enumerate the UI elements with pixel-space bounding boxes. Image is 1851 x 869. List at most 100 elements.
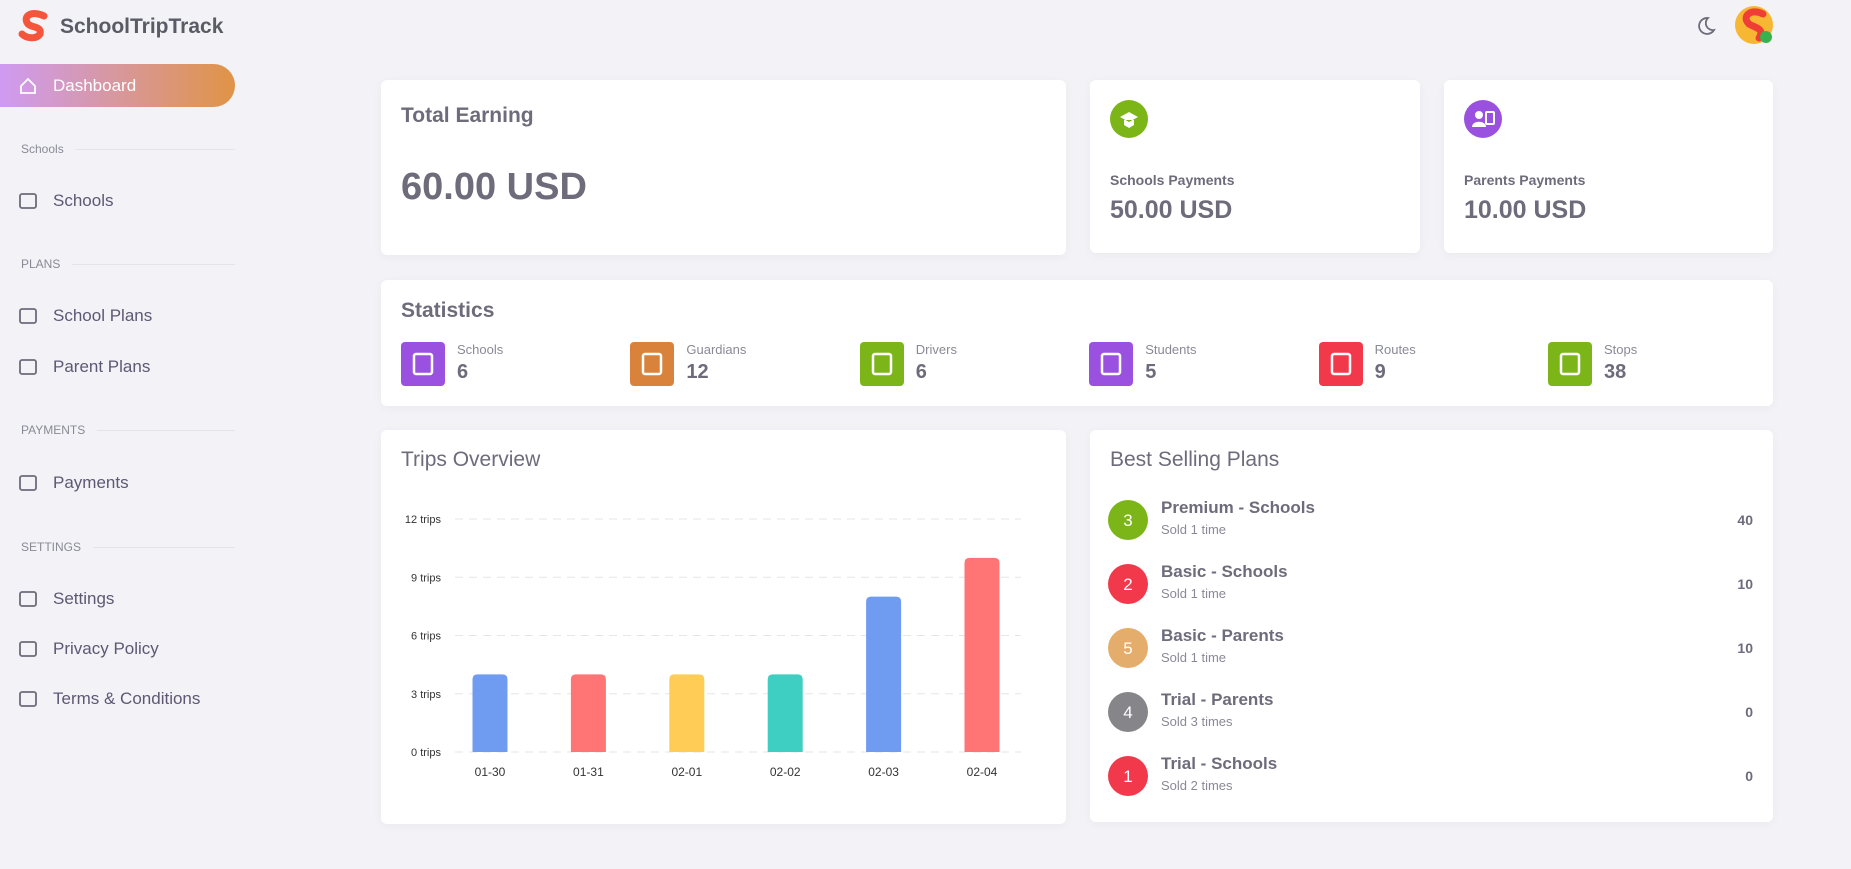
stat-icon	[859, 342, 904, 386]
icon-shape	[871, 352, 893, 376]
nav-item[interactable]: Settings	[53, 589, 115, 608]
plan-value: 10	[1737, 576, 1753, 592]
card-title: Best Selling Plans	[1110, 448, 1280, 471]
stat-label: Guardians	[686, 342, 747, 357]
bar	[767, 674, 803, 752]
icon-shape	[19, 591, 37, 607]
stat-value: 6	[457, 361, 469, 383]
icon-shape	[19, 193, 37, 209]
nav-section-divider	[93, 547, 235, 548]
stat-value: 9	[1374, 361, 1386, 383]
icon-bg	[1318, 342, 1363, 386]
rank-number: 3	[1123, 511, 1132, 530]
stat-label: Schools	[457, 342, 504, 357]
nav-item[interactable]: Parent Plans	[53, 357, 151, 376]
nav-icon	[19, 475, 37, 491]
plan-name: Trial - Parents	[1161, 690, 1274, 709]
nav-section-label: PAYMENTS	[21, 423, 86, 437]
nav-item[interactable]: Payments	[53, 473, 129, 492]
rank-circle	[1108, 628, 1148, 668]
icon-shape	[412, 352, 434, 376]
plan-sold: Sold 2 times	[1161, 778, 1233, 793]
trips-overview-card: Trips Overview 0 trips 3 trips 6 trips 9 tr…	[381, 430, 1066, 824]
plan-name: Premium - Schools	[1161, 498, 1315, 517]
plan-name: Trial - Schools	[1161, 754, 1278, 773]
stat-icon	[1089, 342, 1134, 386]
x-tick-label: 01-31	[573, 765, 604, 779]
icon	[1464, 100, 1502, 138]
amount: 50.00 USD	[1110, 196, 1233, 224]
card-title: Trips Overview	[401, 448, 541, 471]
nav-item[interactable]: Schools	[53, 191, 114, 210]
nav-icon	[19, 591, 37, 607]
rank-badge: 2	[1108, 564, 1148, 604]
avatar[interactable]	[1733, 4, 1775, 46]
bar	[669, 674, 705, 752]
total-amount: 60.00 USD	[401, 166, 587, 208]
card-title: Total Earning	[401, 104, 534, 127]
x-tick-label: 02-01	[671, 765, 702, 779]
plan-name: Basic - Parents	[1161, 626, 1284, 645]
best-selling-card: Best Selling Plans 3 Premium - Schools Sol…	[1090, 430, 1773, 822]
bar	[964, 557, 1000, 752]
stat-icon	[1548, 342, 1592, 386]
rank-badge: 5	[1108, 628, 1148, 668]
rank-number: 1	[1123, 767, 1132, 786]
rank-number: 4	[1123, 703, 1132, 722]
rank-circle	[1108, 692, 1148, 732]
y-tick-label: 0 trips	[411, 747, 441, 759]
y-tick-label: 3 trips	[411, 689, 441, 701]
icon-shape	[642, 352, 663, 376]
icon-bg	[630, 342, 675, 386]
stat-icon	[401, 342, 445, 386]
label: Schools Payments	[1110, 172, 1235, 188]
rank-circle	[1108, 756, 1148, 796]
icon-bg	[401, 342, 445, 386]
icon-shape	[19, 359, 37, 375]
plan-sold: Sold 1 time	[1161, 650, 1227, 665]
nav-item[interactable]: Terms & Conditions	[53, 689, 201, 708]
stat-value: 12	[686, 361, 709, 383]
rank-number: 5	[1123, 639, 1132, 658]
brand: SchoolTripTrack	[60, 15, 224, 38]
rank-badge: 3	[1108, 500, 1148, 540]
icon-shape	[19, 308, 37, 324]
nav-section-divider	[72, 264, 235, 265]
plan-sold: Sold 3 times	[1161, 714, 1233, 729]
nav-section-label: SETTINGS	[21, 540, 82, 554]
stat-label: Students	[1145, 342, 1197, 357]
rank-circle	[1108, 564, 1148, 604]
stat-label: Stops	[1604, 342, 1638, 357]
theme-toggle[interactable]	[1694, 14, 1718, 38]
bar	[570, 674, 606, 752]
nav-icon	[19, 359, 37, 375]
stat-icon	[1318, 342, 1363, 386]
nav-icon	[19, 308, 37, 324]
plan-sold: Sold 1 time	[1161, 522, 1227, 537]
plan-sold: Sold 1 time	[1161, 586, 1227, 601]
bar	[472, 674, 508, 752]
nav-dashboard[interactable]	[0, 64, 235, 107]
stat-icon	[630, 342, 675, 386]
stat-label: Routes	[1374, 342, 1416, 357]
nav-item[interactable]: Privacy Policy	[53, 639, 159, 658]
y-tick-label: 12 trips	[405, 514, 442, 526]
nav-icon	[19, 193, 37, 209]
icon	[1110, 100, 1148, 138]
y-tick-label: 6 trips	[411, 631, 441, 643]
total-earning-card: Total Earning 60.00 USD	[381, 80, 1066, 255]
plan-value: 40	[1737, 512, 1753, 528]
parents-payments-card: Parents Payments 10.00 USD	[1444, 80, 1773, 253]
icon-shape	[19, 641, 37, 657]
stat-label: Drivers	[915, 342, 957, 357]
nav-icon	[19, 691, 37, 707]
nav-section-divider	[97, 430, 235, 431]
plan-name: Basic - Schools	[1161, 562, 1288, 581]
nav-item[interactable]: School Plans	[53, 306, 153, 325]
logo	[18, 10, 48, 42]
icon-shape	[1330, 352, 1351, 376]
rank-badge: 4	[1108, 692, 1148, 732]
icon-shape	[1100, 352, 1122, 376]
